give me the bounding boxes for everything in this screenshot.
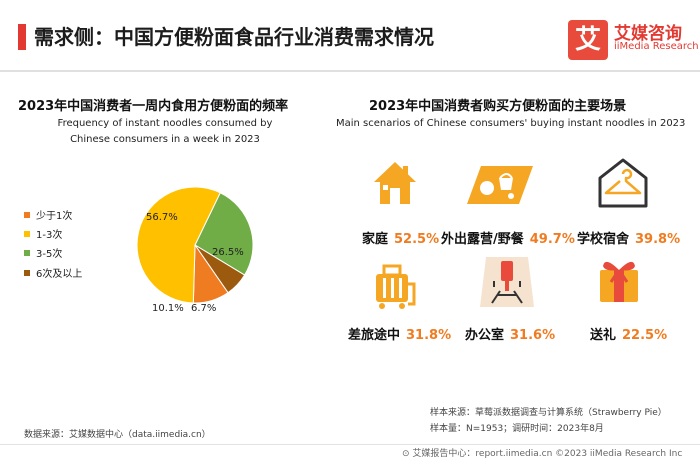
data-source: 数据来源：艾媒数据中心（data.iimedia.cn） — [24, 430, 211, 440]
legend-item: 3-5次 — [24, 245, 62, 260]
scene-home: 家庭 52.5% — [362, 228, 439, 247]
pie-chart — [136, 186, 254, 304]
footer-divider — [0, 444, 700, 445]
scene-gift: 送礼 22.5% — [590, 324, 667, 343]
legend-item: 6次及以上 — [24, 265, 82, 280]
scene-value: 22.5% — [622, 328, 668, 343]
house-icon — [374, 162, 416, 204]
pie-slice-1-3 — [136, 186, 221, 304]
legend-swatch — [24, 249, 30, 256]
report-text: 艾媒报告中心：report.iimedia.cn ©2023 iiMedia R… — [412, 449, 683, 459]
scene-label: 学校宿舍 — [577, 232, 630, 247]
left-chart-title: 2023年中国消费者一周内食用方便粉面的频率 — [18, 99, 289, 114]
logo-name: 艾媒咨询 — [614, 24, 682, 44]
right-panel-subtitle: Main scenarios of Chinese consumers' buy… — [336, 118, 686, 129]
office-chair-icon — [480, 257, 534, 307]
scene-label: 外出露营/野餐 — [441, 232, 524, 247]
legend-swatch — [24, 269, 30, 276]
scene-value: 31.8% — [406, 328, 452, 343]
pie-slice-3-5 — [194, 192, 254, 276]
left-chart-subtitle-1: Frequency of instant noodles consumed by — [57, 118, 273, 129]
scene-label: 送礼 — [590, 328, 617, 343]
scene-value: 52.5% — [394, 232, 440, 247]
picnic-icon — [467, 166, 533, 204]
left-chart-subtitle-2: Chinese consumers in a week in 2023 — [70, 134, 260, 145]
sample-size: 样本量：N=1953；调研时间：2023年8月 — [430, 424, 604, 434]
scene-travel: 差旅途中 31.8% — [348, 324, 451, 343]
pie-label-less-1: 10.1% — [152, 303, 184, 314]
legend-item: 1-3次 — [24, 226, 62, 241]
scene-label: 家庭 — [362, 232, 389, 247]
legend-label: 1-3次 — [36, 230, 63, 241]
scene-dorm: 学校宿舍 39.8% — [577, 228, 680, 247]
scene-value: 31.6% — [510, 328, 556, 343]
logo-subtitle: iiMedia Research — [614, 41, 699, 52]
gift-icon — [600, 261, 638, 302]
hanger-icon — [598, 158, 648, 208]
logo-icon: 艾 — [568, 20, 608, 60]
header-divider — [0, 70, 700, 72]
sample-source: 样本来源：草莓派数据调查与计算系统（Strawberry Pie） — [430, 408, 667, 418]
pie-label-3-5: 26.5% — [212, 247, 244, 258]
report-icon: ⊙ — [402, 449, 413, 459]
scene-label: 办公室 — [465, 328, 505, 343]
scene-office: 办公室 31.6% — [465, 324, 555, 343]
legend-label: 6次及以上 — [36, 269, 83, 280]
luggage-icon — [376, 264, 416, 309]
right-panel-title: 2023年中国消费者购买方便粉面的主要场景 — [369, 99, 627, 114]
legend-item: 少于1次 — [24, 207, 72, 222]
legend-label: 3-5次 — [36, 249, 63, 260]
legend-swatch — [24, 211, 30, 218]
page-title: 需求侧：中国方便粉面食品行业消费需求情况 — [34, 25, 434, 49]
scene-label: 差旅途中 — [348, 328, 401, 343]
legend-swatch — [24, 230, 30, 237]
report-footer: ⊙ 艾媒报告中心：report.iimedia.cn ©2023 iiMedia… — [402, 446, 682, 459]
pie-label-1-3: 56.7% — [146, 212, 178, 223]
title-accent-bar — [18, 24, 26, 50]
pie-label-6-plus: 6.7% — [191, 303, 217, 314]
scene-value: 39.8% — [635, 232, 681, 247]
scene-picnic: 外出露营/野餐 49.7% — [441, 228, 575, 247]
legend-label: 少于1次 — [36, 211, 73, 222]
scene-value: 49.7% — [529, 232, 575, 247]
